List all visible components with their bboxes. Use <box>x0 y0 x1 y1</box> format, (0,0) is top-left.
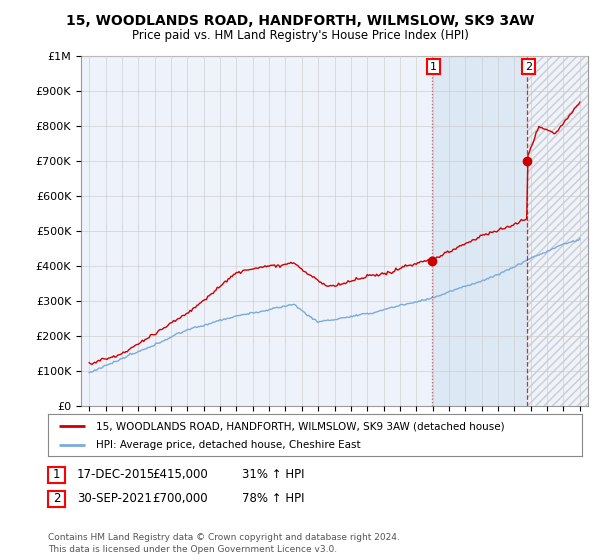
Text: 78% ↑ HPI: 78% ↑ HPI <box>242 492 304 506</box>
Bar <box>432 56 527 406</box>
Text: Price paid vs. HM Land Registry's House Price Index (HPI): Price paid vs. HM Land Registry's House … <box>131 29 469 42</box>
Text: 15, WOODLANDS ROAD, HANDFORTH, WILMSLOW, SK9 3AW: 15, WOODLANDS ROAD, HANDFORTH, WILMSLOW,… <box>66 14 534 28</box>
Text: 2: 2 <box>525 62 532 72</box>
Text: Contains HM Land Registry data © Crown copyright and database right 2024.
This d: Contains HM Land Registry data © Crown c… <box>48 533 400 554</box>
Text: 15, WOODLANDS ROAD, HANDFORTH, WILMSLOW, SK9 3AW (detached house): 15, WOODLANDS ROAD, HANDFORTH, WILMSLOW,… <box>96 421 505 431</box>
Text: 17-DEC-2015: 17-DEC-2015 <box>77 468 155 482</box>
Text: HPI: Average price, detached house, Cheshire East: HPI: Average price, detached house, Ches… <box>96 440 361 450</box>
Text: 30-SEP-2021: 30-SEP-2021 <box>77 492 152 506</box>
Text: 1: 1 <box>430 62 437 72</box>
Bar <box>527 56 588 406</box>
Text: 1: 1 <box>53 468 60 482</box>
Text: 2: 2 <box>53 492 60 506</box>
Text: £415,000: £415,000 <box>152 468 208 482</box>
Bar <box>527 56 588 406</box>
Text: 31% ↑ HPI: 31% ↑ HPI <box>242 468 304 482</box>
Text: £700,000: £700,000 <box>152 492 208 506</box>
